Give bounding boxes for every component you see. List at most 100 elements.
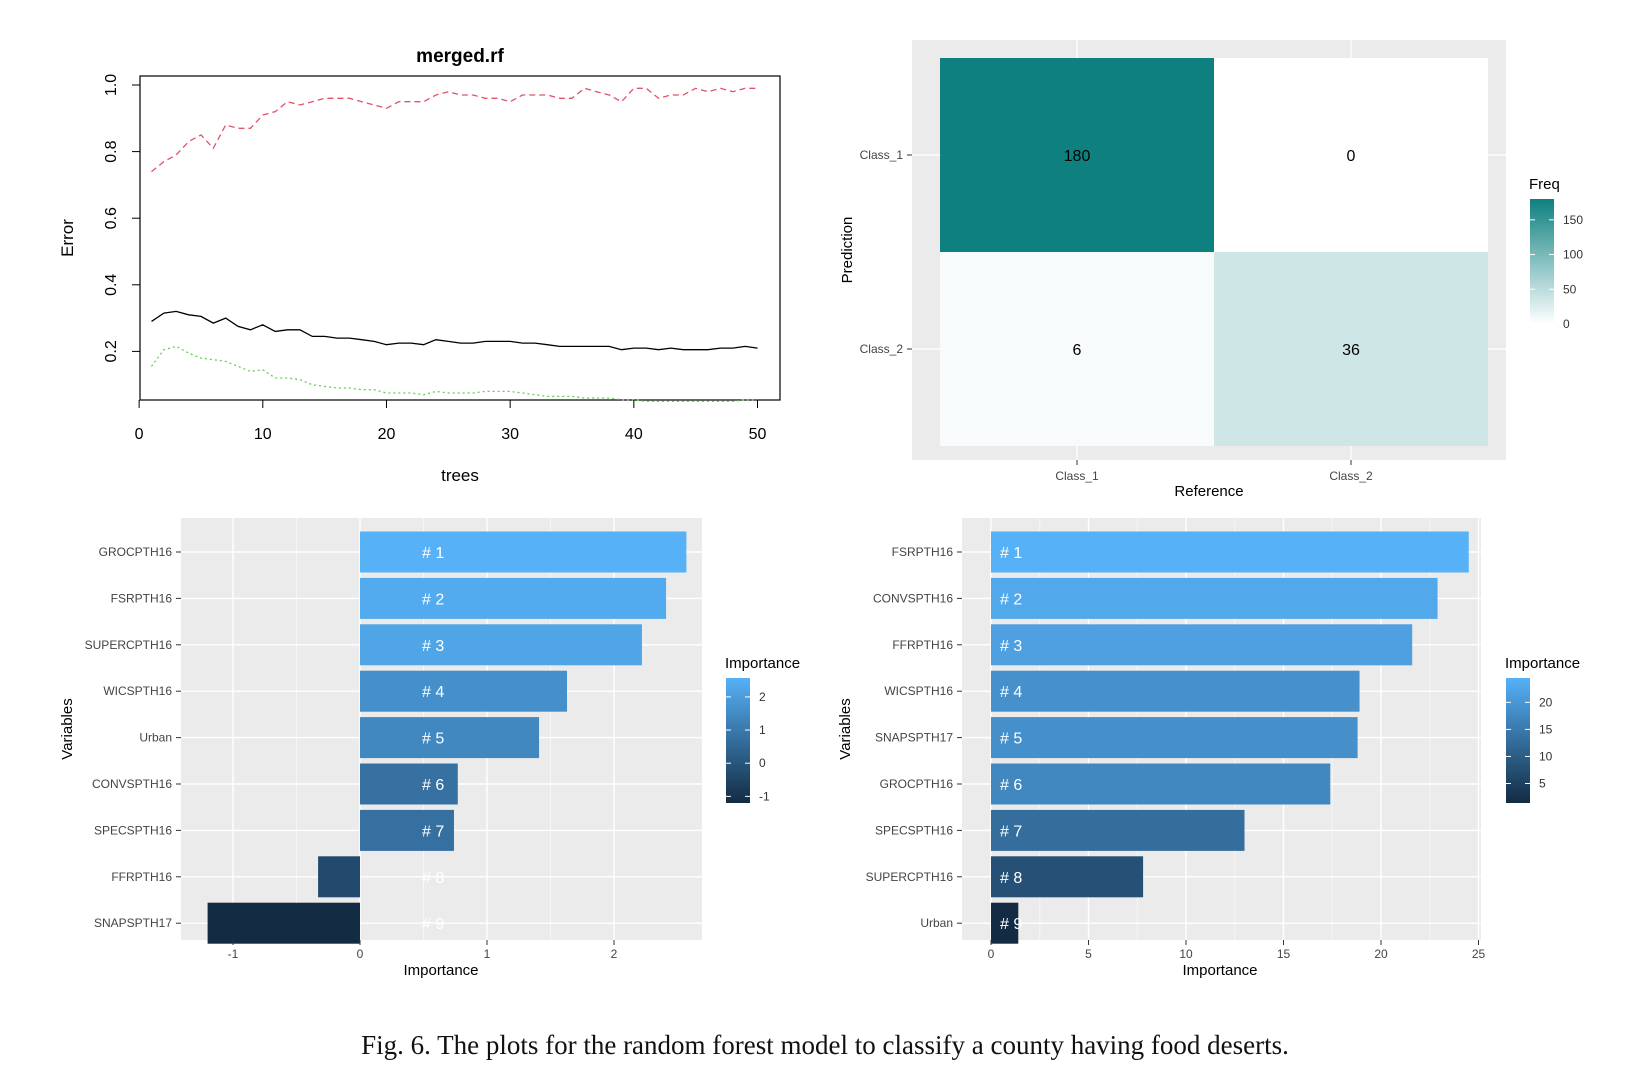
importance-bar-snapspth17 <box>991 717 1358 759</box>
importance-bar-specspth16 <box>360 809 454 851</box>
bar-xtick-label: 0 <box>988 947 995 961</box>
bar-ytick-label: WICSPTH16 <box>103 684 172 698</box>
bar-xtick-label: 10 <box>1179 947 1193 961</box>
error-ytick-label: 0.4 <box>103 274 120 296</box>
confusion-matrix-xlabel: Reference <box>1174 483 1243 500</box>
bar-ytick-label: SNAPSPTH17 <box>94 916 172 930</box>
importance-legend-label: 5 <box>1539 777 1546 791</box>
importance-bar-supercpth16 <box>991 856 1144 898</box>
heatmap-cell-value: 6 <box>1073 342 1082 359</box>
importance-bar-convspth16 <box>991 577 1438 619</box>
importance-rank-label: # 9 <box>1000 916 1022 933</box>
importance-rank-label: # 1 <box>422 545 444 562</box>
bar-ytick-label: GROCPTH16 <box>99 545 173 559</box>
error-ytick-label: 0.8 <box>103 140 120 162</box>
importance-legend-label: 20 <box>1539 695 1553 709</box>
bar-xtick-label: 1 <box>484 947 491 961</box>
importance-rank-label: # 8 <box>1000 870 1022 887</box>
importance-plot-right-xlabel: Importance <box>1182 962 1257 979</box>
bar-xtick-label: 15 <box>1277 947 1291 961</box>
bar-ytick-label: SNAPSPTH17 <box>875 731 953 745</box>
error-series-dotted-line <box>150 345 758 403</box>
bar-xtick-label: 5 <box>1085 947 1092 961</box>
bar-ytick-label: Urban <box>920 916 953 930</box>
bar-ytick-label: CONVSPTH16 <box>92 777 172 791</box>
importance-bar-urban <box>991 902 1019 944</box>
bar-ytick-label: Urban <box>139 731 172 745</box>
heatmap-cell-class_2-class_1 <box>1214 58 1488 252</box>
importance-rank-label: # 1 <box>1000 545 1022 562</box>
bar-ytick-label: SPECSPTH16 <box>94 823 172 837</box>
error-plot-title: merged.rf <box>416 46 504 67</box>
importance-rank-label: # 6 <box>422 777 444 794</box>
bar-ytick-label: WICSPTH16 <box>884 684 953 698</box>
heatmap-cell-class_1-class_1 <box>940 58 1214 252</box>
importance-bar-wicspth16 <box>991 670 1360 712</box>
confusion-matrix: 180 0 6 36 Class_1 Class_2 Class_1 Class_2 Re… <box>839 40 1583 500</box>
error-series-dashed-line <box>151 87 758 173</box>
bar-ytick-label: SUPERCPTH16 <box>866 870 954 884</box>
heatmap-cell-class_1-class_2 <box>940 252 1214 446</box>
importance-left-legend-title: Importance <box>725 655 800 672</box>
confusion-matrix-ylabel: Prediction <box>839 217 856 284</box>
heatmap-ytick-label: Class_1 <box>860 148 904 162</box>
bar-ytick-label: SUPERCPTH16 <box>85 638 173 652</box>
importance-bar-fsrpth16 <box>991 531 1469 573</box>
importance-rank-label: # 7 <box>422 823 444 840</box>
error-xtick-label: 40 <box>625 426 643 443</box>
bar-ytick-label: CONVSPTH16 <box>873 591 953 605</box>
error-xtick-label: 50 <box>749 426 767 443</box>
figure-caption: Fig. 6. The plots for the random forest … <box>361 1030 1289 1060</box>
heatmap-cell-class_2-class_2 <box>1214 252 1488 446</box>
importance-bar-supercpth16 <box>360 624 642 666</box>
heatmap-cell-value: 36 <box>1342 342 1360 359</box>
bar-ytick-label: SPECSPTH16 <box>875 823 953 837</box>
importance-plot-left-ylabel: Variables <box>59 698 76 759</box>
importance-plot-left-xlabel: Importance <box>403 962 478 979</box>
importance-rank-label: # 7 <box>1000 823 1022 840</box>
importance-rank-label: # 5 <box>422 731 444 748</box>
importance-rank-label: # 6 <box>1000 777 1022 794</box>
error-xtick-label: 10 <box>254 426 272 443</box>
heatmap-xtick-label: Class_1 <box>1055 469 1099 483</box>
error-series-solid-line <box>151 310 758 351</box>
bar-ytick-label: FSRPTH16 <box>111 591 173 605</box>
importance-plot-left: # 1 # 2 # 3 # 4 # 5 # 6 # 7 # 8 # 9 -1 0 1 2 GROCPT… <box>59 518 800 979</box>
importance-legend-label: 2 <box>759 690 766 704</box>
heatmap-ytick-label: Class_2 <box>860 342 904 356</box>
error-ytick-label: 0.6 <box>103 207 120 229</box>
importance-rank-label: # 3 <box>422 638 444 655</box>
importance-rank-label: # 4 <box>1000 684 1022 701</box>
freq-legend-title: Freq <box>1529 176 1560 193</box>
freq-legend-label: 100 <box>1563 248 1583 262</box>
importance-bar-grocpth16 <box>991 763 1331 805</box>
error-ytick-label: 0.2 <box>103 340 120 362</box>
heatmap-xtick-label: Class_2 <box>1329 469 1373 483</box>
bar-xtick-label: 0 <box>357 947 364 961</box>
importance-right-legend-colorbar <box>1506 678 1530 803</box>
error-plot: merged.rf 0 10 20 30 40 50 0.2 0.4 0.6 0.8 1.0 tr… <box>58 46 781 485</box>
importance-bar-grocpth16 <box>360 531 687 573</box>
error-xtick-label: 20 <box>378 426 396 443</box>
bar-xtick-label: 20 <box>1374 947 1388 961</box>
error-plot-frame <box>139 75 781 401</box>
importance-bar-convspth16 <box>360 763 458 805</box>
bar-ytick-label: FFRPTH16 <box>111 870 172 884</box>
importance-rank-label: # 2 <box>1000 591 1022 608</box>
importance-rank-label: # 8 <box>422 870 444 887</box>
bar-ytick-label: GROCPTH16 <box>880 777 954 791</box>
heatmap-cell-value: 0 <box>1347 148 1356 165</box>
error-xtick-label: 0 <box>135 426 144 443</box>
importance-plot-right: # 1 # 2 # 3 # 4 # 5 # 6 # 7 # 8 # 9 0 5 10 15 20 25 F… <box>837 518 1580 979</box>
importance-bar-fsrpth16 <box>360 577 667 619</box>
importance-right-legend-title: Importance <box>1505 655 1580 672</box>
importance-rank-label: # 5 <box>1000 731 1022 748</box>
importance-bar-urban <box>360 717 540 759</box>
importance-rank-label: # 2 <box>422 591 444 608</box>
importance-bar-ffrpth16 <box>991 624 1413 666</box>
bar-xtick-label: 25 <box>1472 947 1486 961</box>
freq-legend-label: 0 <box>1563 317 1570 331</box>
importance-legend-label: 10 <box>1539 749 1553 763</box>
importance-left-legend-colorbar <box>726 678 750 803</box>
